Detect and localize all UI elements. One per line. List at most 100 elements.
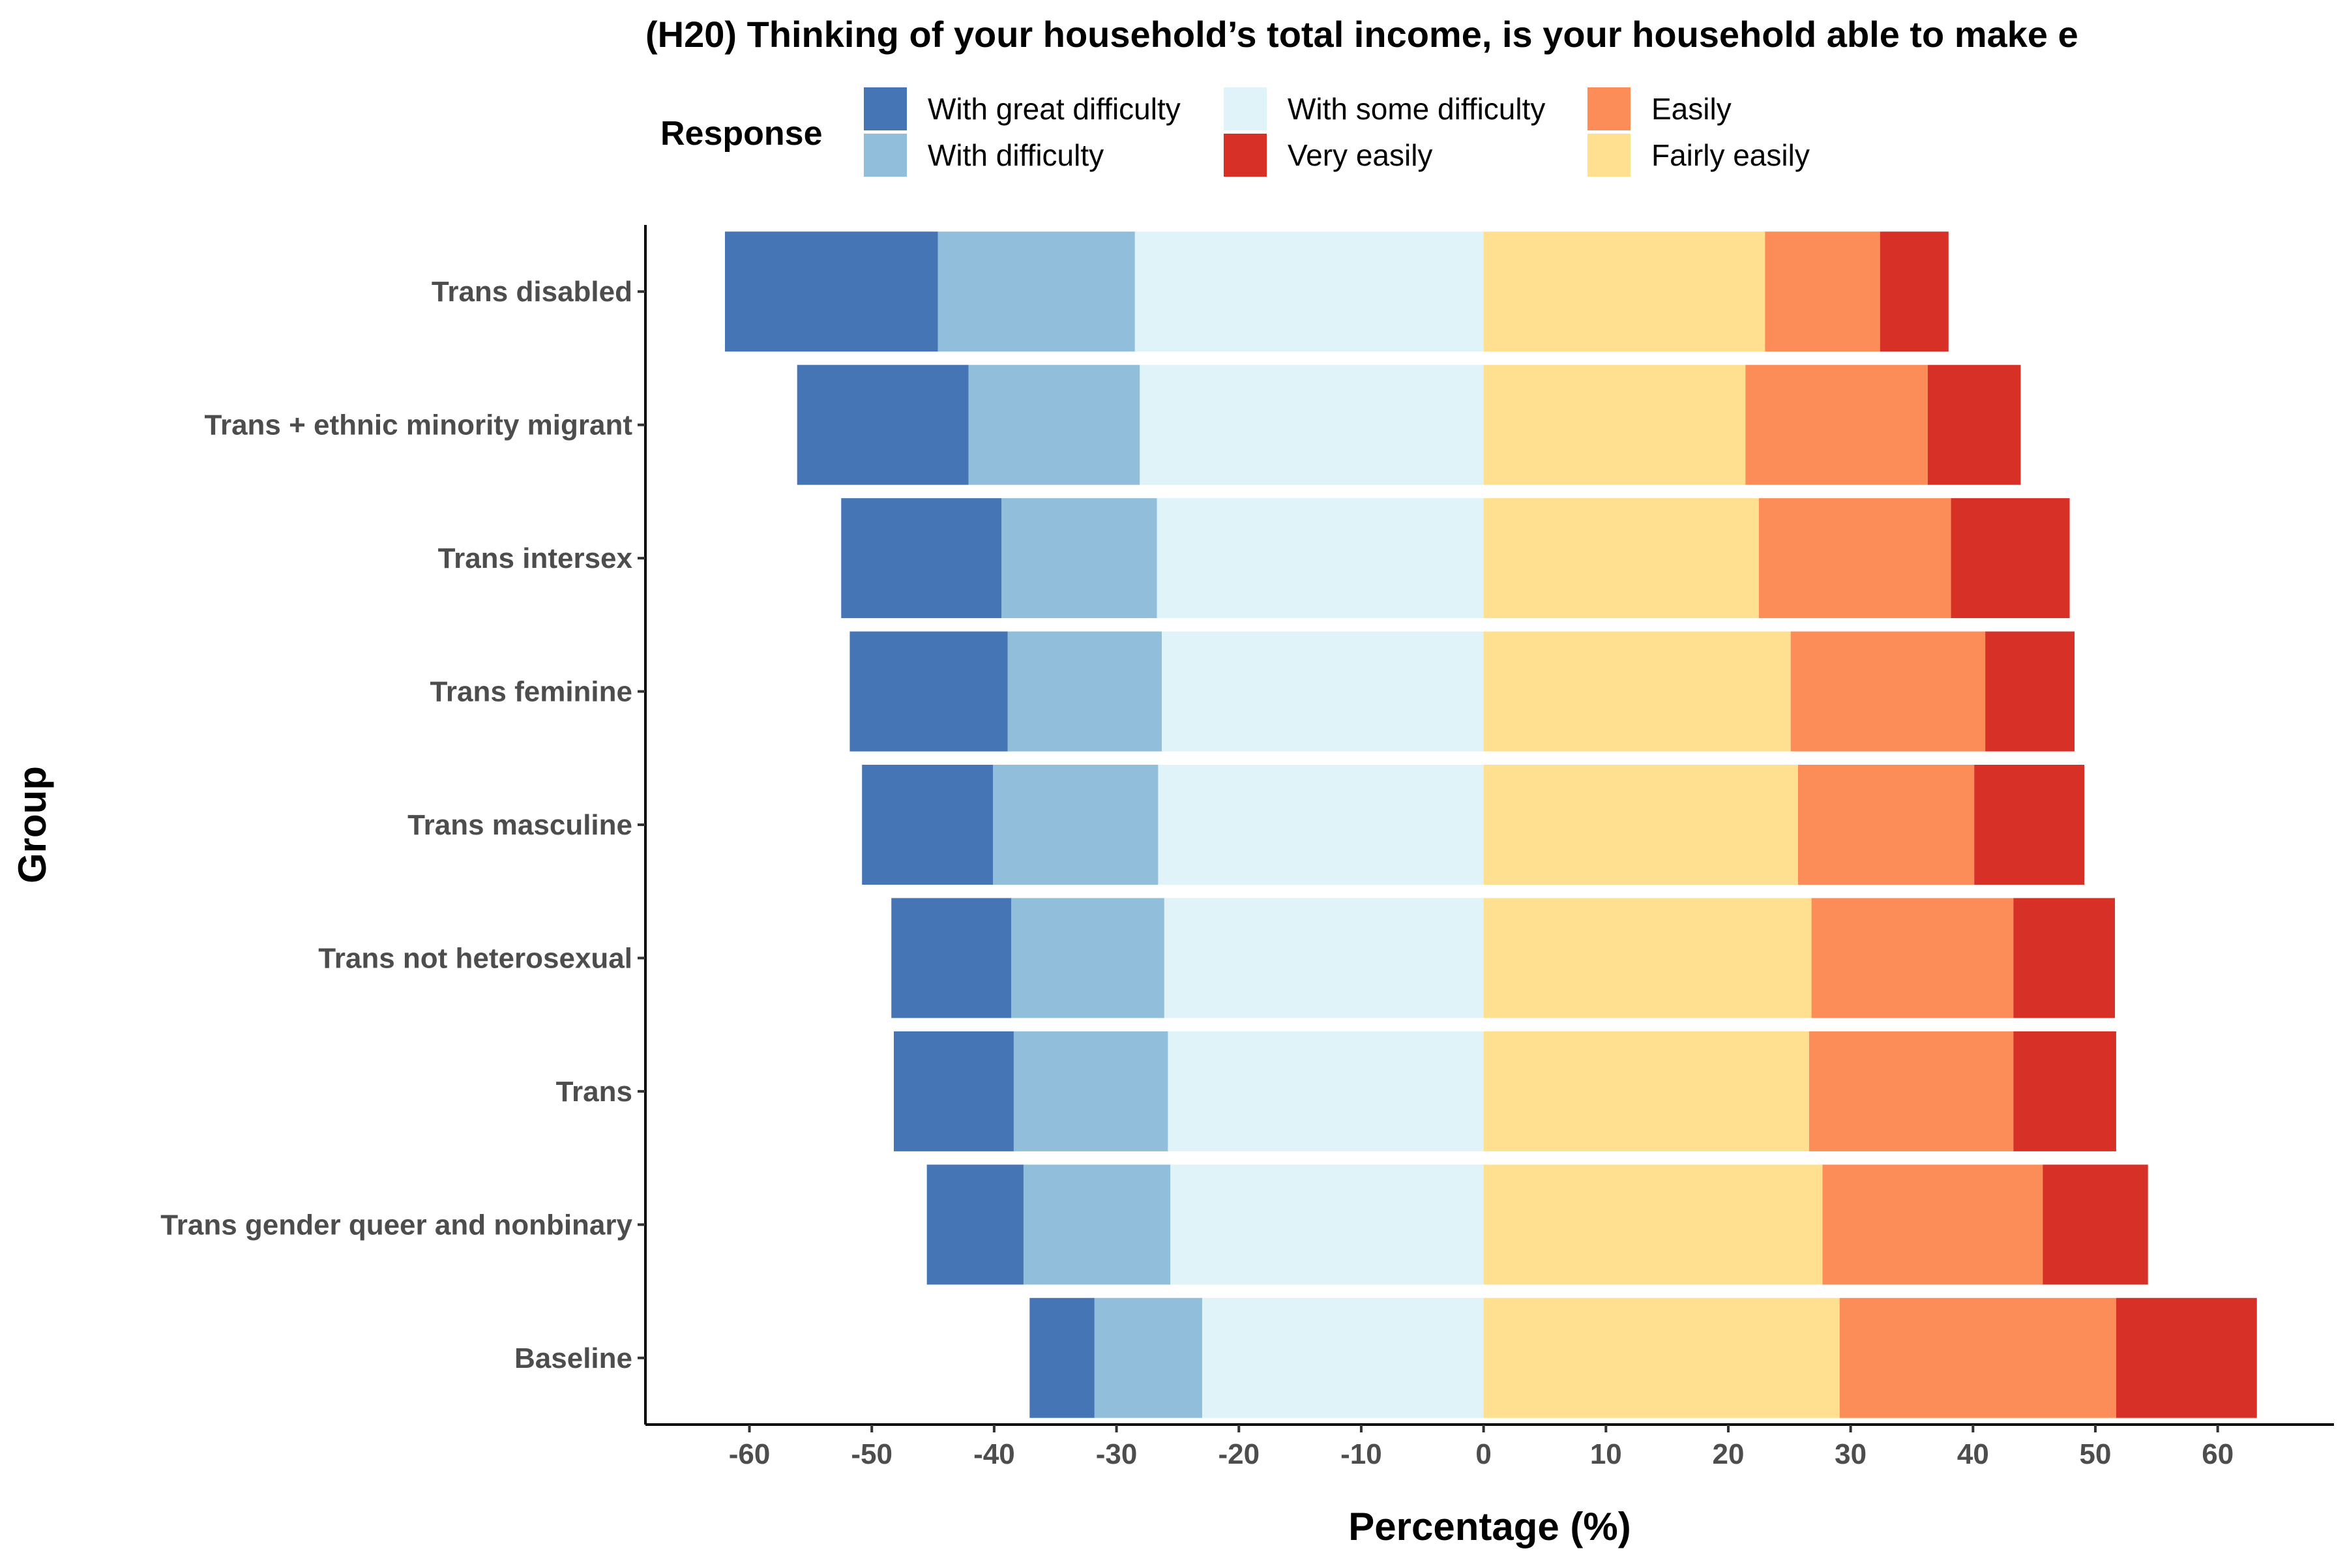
bar-trans-intersex-easily <box>1758 498 1951 619</box>
legend-item-easily: Easily <box>1587 87 1732 130</box>
bar-trans-disabled-very-easily <box>1880 231 1949 352</box>
bar-trans-disabled-with-great-difficulty <box>724 231 938 352</box>
x-tick-label: 50 <box>2080 1438 2112 1470</box>
bar-trans-masculine-with-difficulty <box>993 765 1159 885</box>
bar-trans-with-some-difficulty <box>1168 1031 1484 1151</box>
bar-baseline-with-great-difficulty <box>1029 1297 1095 1418</box>
bar-trans-masculine-very-easily <box>1974 765 2085 885</box>
legend-label: Very easily <box>1288 138 1432 172</box>
bar-baseline-easily <box>1839 1297 2116 1418</box>
legend-label: With great difficulty <box>928 92 1181 126</box>
bar-trans-not-heterosexual-with-great-difficulty <box>891 898 1012 1018</box>
bar-trans-gender-queer-and-nonbinary-with-great-difficulty <box>926 1164 1024 1285</box>
y-tick-label: Trans gender queer and nonbinary <box>160 1209 632 1241</box>
bar-baseline-with-difficulty <box>1094 1297 1202 1418</box>
chart-title: (H20) Thinking of your household’s total… <box>645 14 2078 55</box>
bar-trans-masculine-easily <box>1797 765 1975 885</box>
x-tick-label: -30 <box>1096 1438 1138 1470</box>
bar-trans-disabled-easily <box>1765 231 1880 352</box>
bar-trans-gender-queer-and-nonbinary-with-difficulty <box>1023 1164 1171 1285</box>
y-tick-label: Trans + ethnic minority migrant <box>205 409 633 441</box>
legend-swatch <box>1587 87 1631 130</box>
bar-trans-intersex-with-difficulty <box>1001 498 1157 619</box>
y-tick-label: Trans masculine <box>407 809 632 841</box>
x-tick-label: 10 <box>1590 1438 1622 1470</box>
x-tick-label: 0 <box>1475 1438 1491 1470</box>
bar-trans-with-difficulty <box>1013 1031 1168 1151</box>
legend-label: With difficulty <box>928 138 1104 172</box>
y-tick-label: Trans not heterosexual <box>318 942 632 974</box>
legend-swatch <box>1224 134 1267 177</box>
x-tick-label: 30 <box>1835 1438 1867 1470</box>
bar-trans-intersex-very-easily <box>1951 498 2070 619</box>
legend: With great difficulty With difficulty With… <box>864 87 1810 177</box>
y-tick-label: Trans disabled <box>432 276 632 308</box>
bar-trans-with-great-difficulty <box>893 1031 1014 1151</box>
x-tick-label: 60 <box>2202 1438 2234 1470</box>
x-tick-label: -10 <box>1340 1438 1382 1470</box>
bar-baseline-fairly-easily <box>1483 1297 1840 1418</box>
bar-trans-gender-queer-and-nonbinary-easily <box>1822 1164 2043 1285</box>
x-tick-label: 40 <box>1957 1438 1989 1470</box>
x-axis-title: Percentage (%) <box>1348 1505 1631 1548</box>
bars <box>724 231 2257 1418</box>
bar-trans-ethnic-minority-migrant-easily <box>1745 364 1928 485</box>
legend-item-with-some-difficulty: With some difficulty <box>1224 87 1545 130</box>
bar-trans-easily <box>1808 1031 2014 1151</box>
x-tick-label: -50 <box>851 1438 893 1470</box>
x-axis-ticks: -60 -50 -40 -30 -20 -10 0 10 20 30 40 50 60 <box>729 1425 2234 1470</box>
legend-item-very-easily: Very easily <box>1224 134 1432 177</box>
bar-trans-feminine-easily <box>1790 631 1986 752</box>
bar-trans-masculine-fairly-easily <box>1483 765 1798 885</box>
bar-trans-gender-queer-and-nonbinary-fairly-easily <box>1483 1164 1823 1285</box>
bar-trans-disabled-with-some-difficulty <box>1134 231 1484 352</box>
y-axis-title: Group <box>10 766 54 883</box>
bar-trans-feminine-fairly-easily <box>1483 631 1791 752</box>
bar-trans-fairly-easily <box>1483 1031 1809 1151</box>
bar-trans-ethnic-minority-migrant-with-some-difficulty <box>1140 364 1484 485</box>
bar-trans-feminine-very-easily <box>1985 631 2075 752</box>
bar-trans-ethnic-minority-migrant-with-great-difficulty <box>797 364 969 485</box>
bar-trans-disabled-fairly-easily <box>1483 231 1765 352</box>
x-tick-label: -40 <box>973 1438 1015 1470</box>
bar-trans-feminine-with-some-difficulty <box>1162 631 1484 752</box>
bar-trans-intersex-with-great-difficulty <box>841 498 1002 619</box>
x-tick-label: -60 <box>729 1438 771 1470</box>
bar-trans-not-heterosexual-very-easily <box>2013 898 2116 1018</box>
legend-label: With some difficulty <box>1288 92 1545 126</box>
bar-trans-disabled-with-difficulty <box>937 231 1135 352</box>
y-tick-label: Trans feminine <box>430 676 632 708</box>
legend-swatch <box>1224 87 1267 130</box>
bar-trans-masculine-with-some-difficulty <box>1158 765 1484 885</box>
bar-trans-ethnic-minority-migrant-very-easily <box>1927 364 2021 485</box>
legend-title: Response <box>660 115 823 153</box>
y-tick-label: Trans <box>556 1076 632 1108</box>
bar-trans-feminine-with-difficulty <box>1007 631 1162 752</box>
bar-trans-not-heterosexual-with-difficulty <box>1011 898 1164 1018</box>
bar-trans-not-heterosexual-fairly-easily <box>1483 898 1812 1018</box>
legend-label: Fairly easily <box>1651 138 1810 172</box>
bar-trans-ethnic-minority-migrant-fairly-easily <box>1483 364 1746 485</box>
legend-label: Easily <box>1651 92 1732 126</box>
bar-trans-feminine-with-great-difficulty <box>849 631 1008 752</box>
legend-swatch <box>864 134 907 177</box>
y-tick-label: Trans intersex <box>438 542 633 574</box>
bar-trans-not-heterosexual-with-some-difficulty <box>1164 898 1484 1018</box>
bar-baseline-very-easily <box>2116 1297 2257 1418</box>
bar-trans-intersex-fairly-easily <box>1483 498 1759 619</box>
x-tick-label: -20 <box>1218 1438 1260 1470</box>
bar-trans-gender-queer-and-nonbinary-with-some-difficulty <box>1170 1164 1484 1285</box>
bar-trans-not-heterosexual-easily <box>1811 898 2014 1018</box>
plot-area: Trans disabled Trans + ethnic minority mi… <box>160 225 2334 1470</box>
bar-trans-ethnic-minority-migrant-with-difficulty <box>968 364 1140 485</box>
bar-trans-very-easily <box>2013 1031 2116 1151</box>
legend-item-with-great-difficulty: With great difficulty <box>864 87 1181 130</box>
legend-swatch <box>1587 134 1631 177</box>
y-tick-label: Baseline <box>514 1342 632 1374</box>
bar-trans-gender-queer-and-nonbinary-very-easily <box>2043 1164 2148 1285</box>
bar-trans-masculine-with-great-difficulty <box>862 765 994 885</box>
bar-trans-intersex-with-some-difficulty <box>1157 498 1484 619</box>
y-axis-ticks: Trans disabled Trans + ethnic minority mi… <box>160 276 645 1374</box>
legend-swatch <box>864 87 907 130</box>
